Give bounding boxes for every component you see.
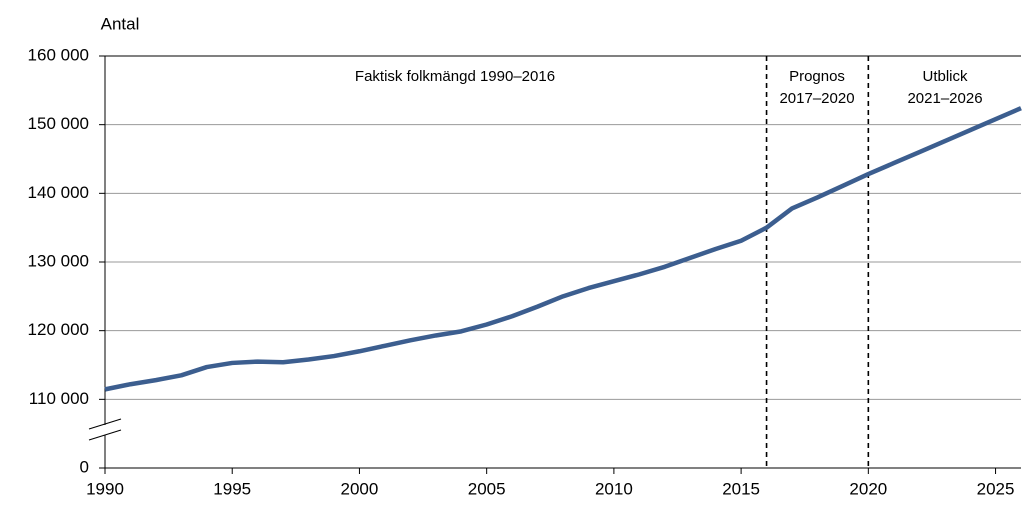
y-tick-label: 130 000 bbox=[28, 251, 89, 270]
x-tick-label: 2000 bbox=[341, 479, 379, 498]
annotation: Faktisk folkmängd 1990–2016 bbox=[355, 68, 555, 85]
series-line bbox=[104, 106, 1022, 392]
y-axis-label: Antal bbox=[101, 14, 140, 33]
x-tick-label: 1995 bbox=[213, 479, 251, 498]
y-tick-label: 0 bbox=[80, 457, 89, 476]
y-tick-label: 140 000 bbox=[28, 183, 89, 202]
annotation: 2017–2020 bbox=[779, 90, 854, 107]
axis-break-gap bbox=[102, 425, 108, 435]
axis-break bbox=[88, 418, 122, 430]
y-tick-label: 110 000 bbox=[29, 389, 89, 408]
x-tick-label: 2005 bbox=[468, 479, 506, 498]
x-tick-label: 2015 bbox=[722, 479, 760, 498]
y-tick-label: 120 000 bbox=[28, 320, 89, 339]
y-tick-label: 160 000 bbox=[28, 45, 89, 64]
x-tick-label: 2020 bbox=[849, 479, 887, 498]
x-tick-label: 1990 bbox=[86, 479, 124, 498]
x-tick-label: 2010 bbox=[595, 479, 633, 498]
annotation: Utblick bbox=[922, 68, 968, 85]
annotation: 2021–2026 bbox=[907, 90, 982, 107]
y-tick-label: 150 000 bbox=[28, 114, 89, 133]
axis-break bbox=[88, 429, 122, 441]
x-tick-label: 2025 bbox=[977, 479, 1015, 498]
annotation: Prognos bbox=[789, 68, 845, 85]
